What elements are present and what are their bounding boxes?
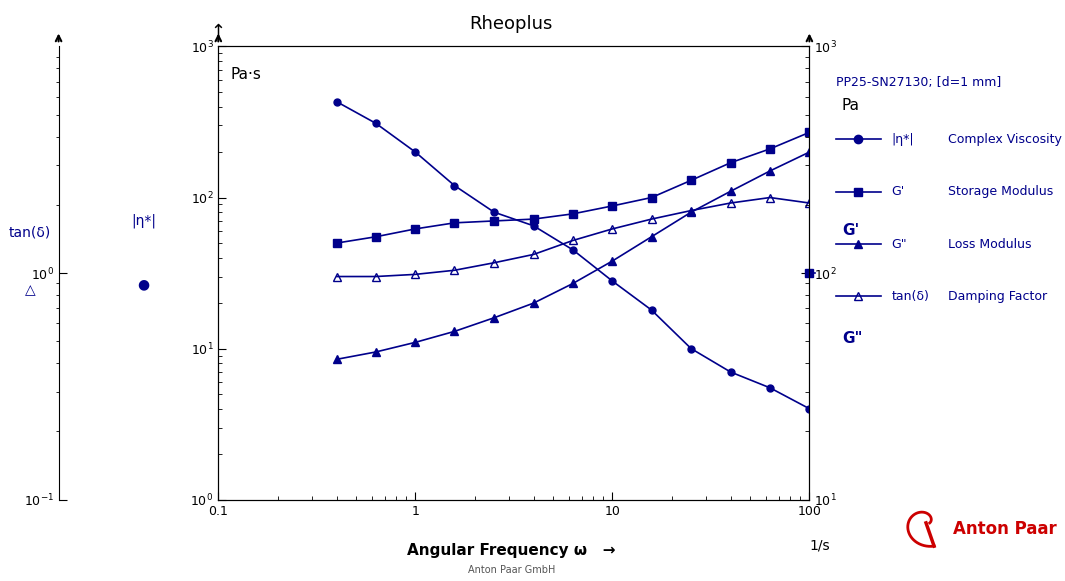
- Text: ●: ●: [137, 278, 150, 292]
- Text: Complex Viscosity: Complex Viscosity: [948, 133, 1062, 146]
- Text: G": G": [842, 331, 863, 346]
- Text: Loss Modulus: Loss Modulus: [948, 238, 1031, 250]
- Text: △: △: [24, 284, 35, 297]
- Text: G': G': [891, 185, 904, 198]
- Text: tan(δ): tan(δ): [891, 290, 930, 303]
- Text: Anton Paar: Anton Paar: [953, 520, 1056, 537]
- Text: |η*|: |η*|: [891, 133, 914, 146]
- Text: Rheoplus: Rheoplus: [470, 15, 553, 33]
- Text: Angular Frequency ω   →: Angular Frequency ω →: [407, 543, 616, 558]
- Text: G': G': [842, 223, 859, 238]
- Text: Damping Factor: Damping Factor: [948, 290, 1047, 303]
- Text: Pa·s: Pa·s: [230, 67, 261, 82]
- Text: Pa: Pa: [842, 98, 859, 113]
- Text: tan(δ): tan(δ): [9, 225, 51, 239]
- Text: Anton Paar GmbH: Anton Paar GmbH: [468, 565, 555, 575]
- Text: ↑: ↑: [211, 23, 226, 41]
- Text: |η*|: |η*|: [131, 214, 157, 228]
- Text: PP25-SN27130; [d=1 mm]: PP25-SN27130; [d=1 mm]: [836, 76, 1001, 88]
- Text: 1/s: 1/s: [809, 538, 830, 552]
- Text: Storage Modulus: Storage Modulus: [948, 185, 1053, 198]
- Text: G": G": [891, 238, 907, 250]
